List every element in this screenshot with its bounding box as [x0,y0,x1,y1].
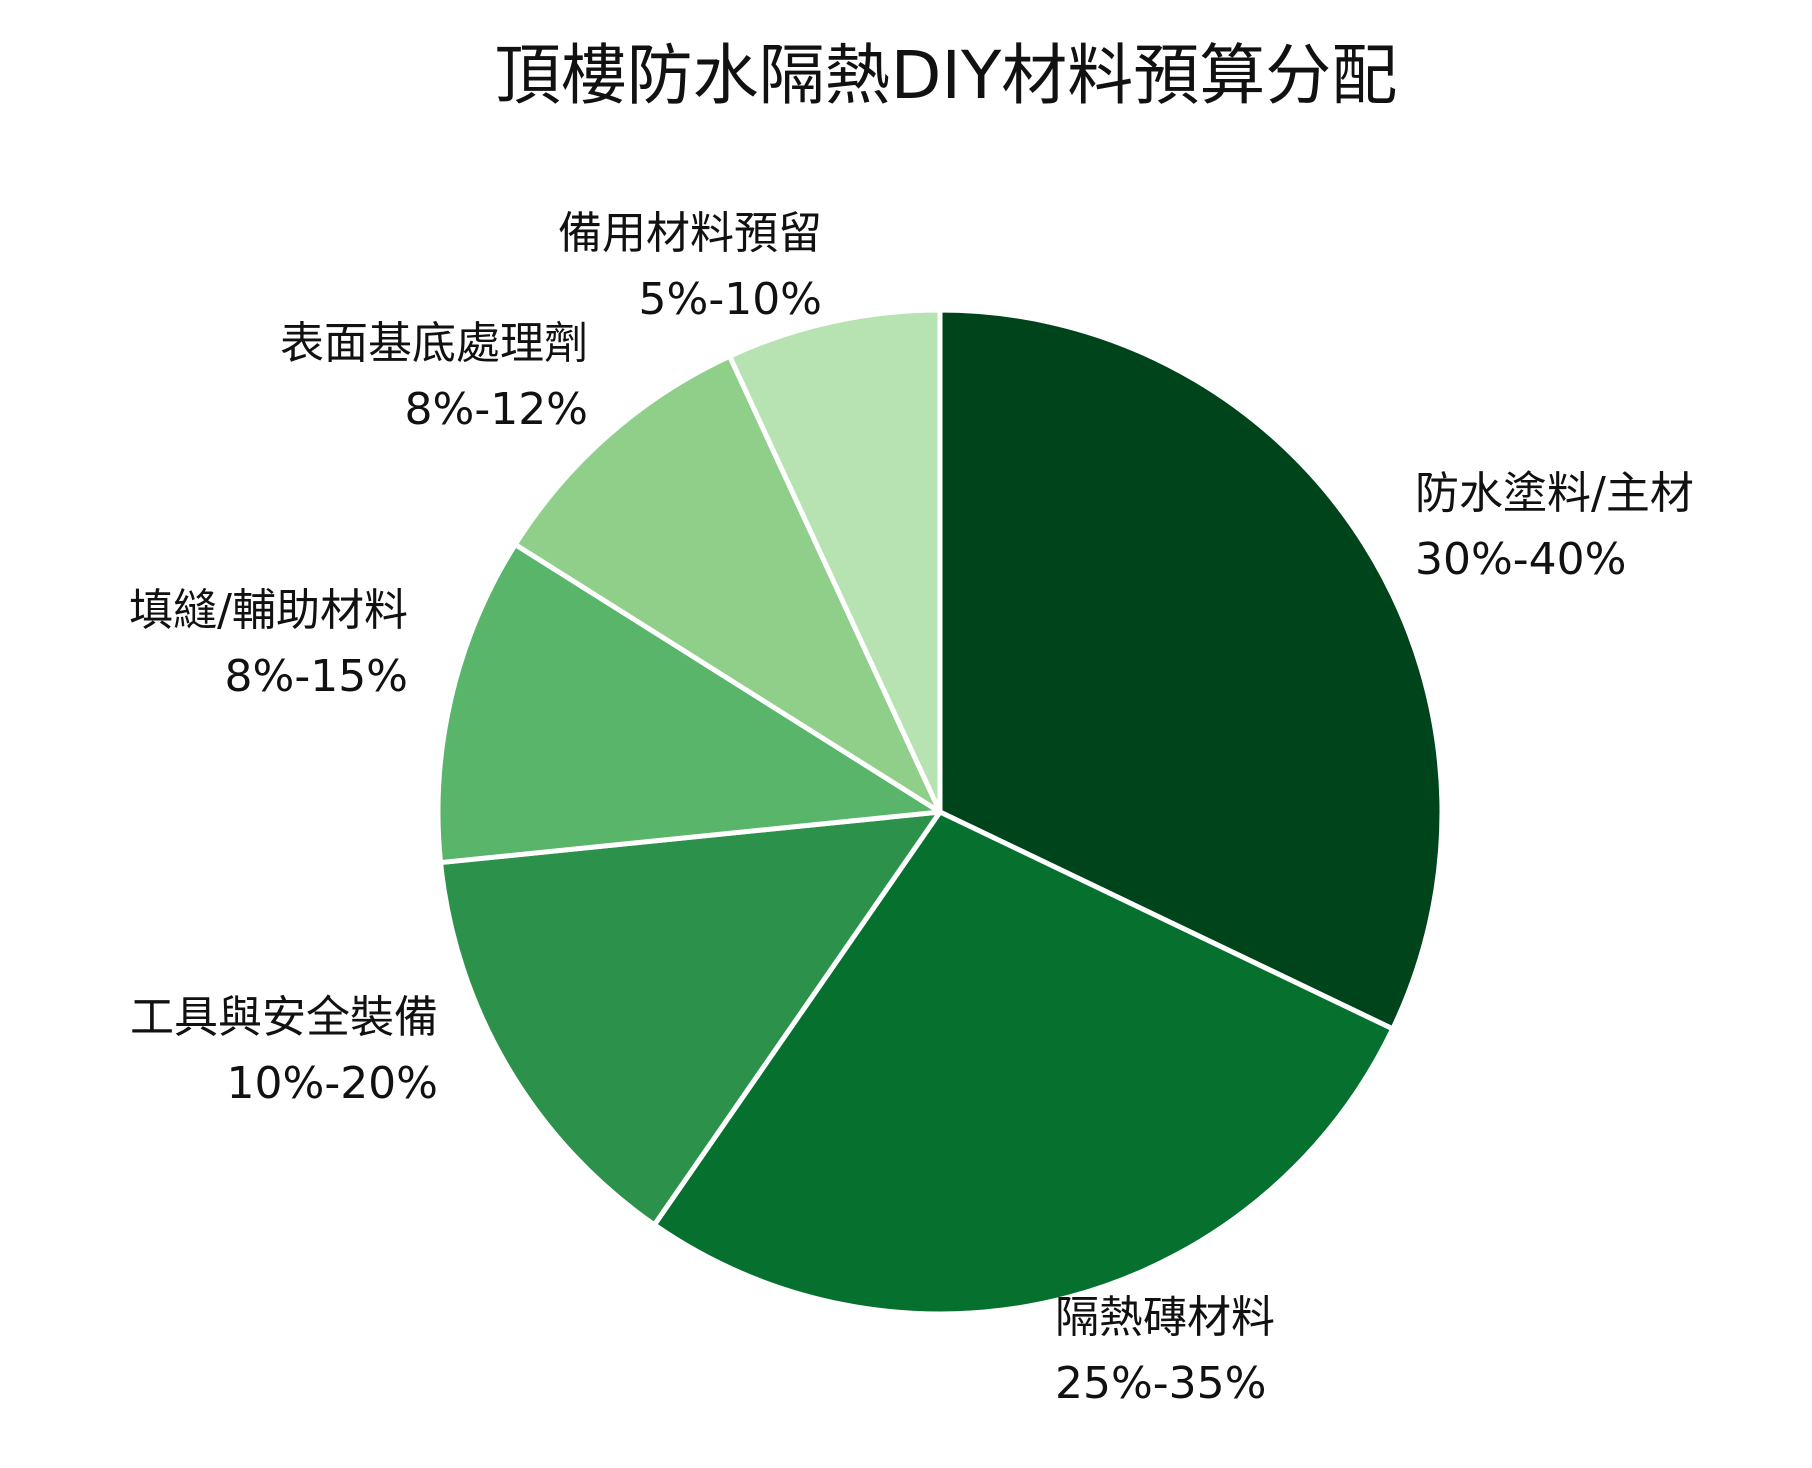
slice-label: 填縫/輔助材料 [129,585,408,636]
slice-label: 備用材料預留 [558,208,822,259]
pie-slices [435,307,1445,1317]
pie-slice [438,809,943,1228]
pie-slice [651,809,1396,1317]
slice-range-label: 10%-20% [227,1058,438,1109]
slice-range-label: 8%-12% [405,384,588,435]
slice-range-label: 25%-35% [1055,1358,1266,1409]
chart-title: 頂樓防水隔熱DIY材料預算分配 [495,37,1398,114]
slice-label: 表面基底處理劑 [280,318,588,369]
slice-label: 防水塗料/主材 [1415,468,1694,519]
slice-range-label: 8%-15% [225,651,408,702]
pie-slice [937,307,1445,1032]
pie-slice [435,541,943,866]
slice-range-label: 5%-10% [639,274,822,325]
slice-range-label: 30%-40% [1415,534,1626,585]
pie-slice [727,307,943,815]
slice-label: 工具與安全裝備 [130,992,438,1043]
slice-label: 隔熱磚材料 [1055,1292,1275,1343]
pie-slice [512,353,943,815]
slice-labels: 防水塗料/主材 30%-40% 隔熱磚材料 25%-35% 工具與安全裝備 10%-20%… [129,208,1694,1409]
